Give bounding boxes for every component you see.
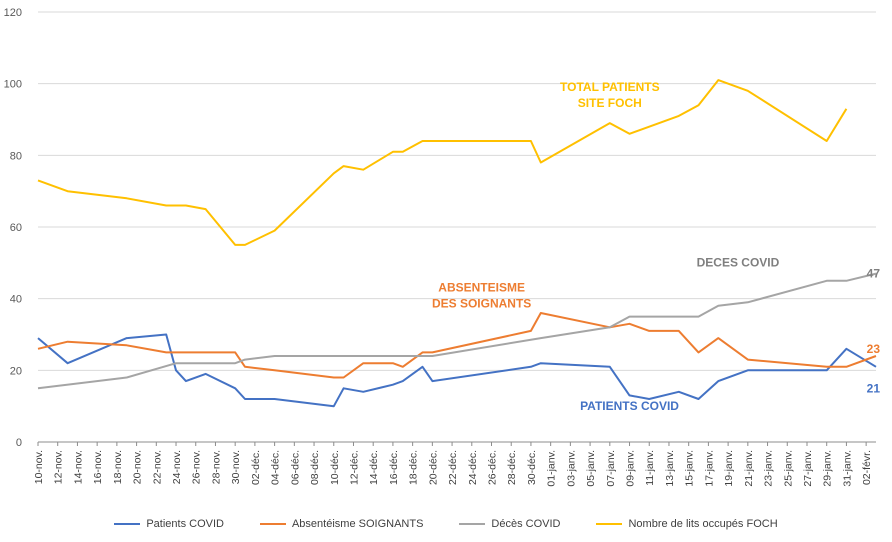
x-tick-label: 24-déc. <box>467 450 479 485</box>
legend-label: Absentéisme SOIGNANTS <box>291 518 424 530</box>
x-tick-label: 17-janv. <box>703 450 715 487</box>
x-tick-label: 14-nov. <box>72 450 84 484</box>
x-tick-label: 18-nov. <box>112 450 124 484</box>
x-tick-label: 25-janv. <box>782 450 794 487</box>
series-line-nombre-de-lits-occup-s-foch <box>37 79 848 246</box>
x-tick-label: 27-janv. <box>802 450 814 487</box>
series-line-absent-isme-soignants <box>37 312 877 379</box>
legend-item-patients-covid: Patients COVID <box>114 514 224 534</box>
x-tick-label: 03-janv. <box>565 450 577 487</box>
x-tick-label: 13-janv. <box>664 450 676 487</box>
x-tick-label: 07-janv. <box>605 450 617 487</box>
x-tick-label: 06-déc. <box>289 450 301 485</box>
x-tick-label: 22-nov. <box>151 450 163 484</box>
annotation-label: PATIENTS COVID <box>580 399 679 413</box>
legend-swatch <box>259 523 286 525</box>
x-tick-label: 20-déc. <box>427 450 439 485</box>
x-tick-label: 30-déc. <box>526 450 538 485</box>
legend: Patients COVID Absentéisme SOIGNANTS Déc… <box>0 514 892 534</box>
x-tick-label: 26-nov. <box>191 450 203 484</box>
y-tick-label: 100 <box>4 79 22 91</box>
x-tick-label: 10-nov. <box>33 450 45 484</box>
x-tick-label: 19-janv. <box>723 450 735 487</box>
series-line-patients-covid <box>37 333 877 408</box>
annotation-label: SITE FOCH <box>578 96 642 110</box>
y-tick-label: 120 <box>4 7 22 19</box>
x-tick-label: 16-nov. <box>92 450 104 484</box>
series-lines <box>37 79 877 408</box>
x-tick-label: 08-déc. <box>309 450 321 485</box>
end-value-label: 21 <box>867 381 881 395</box>
x-tick-label: 05-janv. <box>585 450 597 487</box>
y-tick-label: 80 <box>10 150 22 162</box>
annotation-label: DECES COVID <box>697 255 780 269</box>
x-tick-label: 02-févr. <box>861 450 873 485</box>
x-tick-label: 14-déc. <box>368 450 380 485</box>
y-tick-label: 60 <box>10 222 22 234</box>
legend-item-absenteisme: Absentéisme SOIGNANTS <box>259 514 424 534</box>
x-tick-label: 10-déc. <box>329 450 341 485</box>
x-tick-label: 20-nov. <box>132 450 144 484</box>
legend-item-deces-covid: Décès COVID <box>459 514 560 534</box>
legend-label: Patients COVID <box>146 518 224 530</box>
x-tick-label: 23-janv. <box>763 450 775 487</box>
end-value-label: 47 <box>867 267 881 281</box>
x-tick-label: 30-nov. <box>230 450 242 484</box>
x-tick-label: 09-janv. <box>625 450 637 487</box>
annotation-label: DES SOIGNANTS <box>432 297 531 311</box>
x-tick-label: 18-déc. <box>408 450 420 485</box>
annotation-label: ABSENTEISME <box>438 281 525 295</box>
legend-swatch <box>596 523 623 525</box>
x-tick-label: 24-nov. <box>171 450 183 484</box>
x-tick-label: 22-déc. <box>447 450 459 485</box>
x-tick-label: 21-janv. <box>743 450 755 487</box>
x-tick-label: 31-janv. <box>841 450 853 487</box>
series-line-d-c-s-covid <box>37 272 877 390</box>
y-axis-tick-labels: 0 20 40 60 80 100 120 <box>4 7 22 449</box>
x-tick-label: 28-nov. <box>210 450 222 484</box>
x-tick-label: 16-déc. <box>388 450 400 485</box>
x-tick-label: 26-déc. <box>487 450 499 485</box>
x-tick-label: 12-nov. <box>53 450 65 484</box>
legend-label: Nombre de lits occupés FOCH <box>628 518 778 530</box>
end-value-label: 23 <box>867 342 881 356</box>
x-tick-label: 28-déc. <box>506 450 518 485</box>
y-tick-label: 20 <box>10 365 22 377</box>
legend-swatch <box>459 523 486 525</box>
x-tick-label: 01-janv. <box>546 450 558 487</box>
x-tick-label: 29-janv. <box>822 450 834 487</box>
legend-item-lits-foch: Nombre de lits occupés FOCH <box>596 514 778 534</box>
legend-swatch <box>114 523 141 525</box>
gridlines <box>37 11 876 446</box>
x-tick-label: 04-déc. <box>270 450 282 485</box>
x-tick-label: 11-janv. <box>644 450 656 486</box>
legend-label: Décès COVID <box>491 518 561 530</box>
y-tick-label: 0 <box>16 437 22 449</box>
x-tick-label: 15-janv. <box>684 450 696 487</box>
annotation-label: TOTAL PATIENTS <box>560 80 660 94</box>
annotations: TOTAL PATIENTS SITE FOCH ABSENTEISME DES SO… <box>432 80 880 413</box>
x-tick-label: 12-déc. <box>348 450 360 485</box>
y-tick-label: 40 <box>10 294 22 306</box>
x-axis-tick-labels: 10-nov. 12-nov. 14-nov. 16-nov. 18-nov. 20-no… <box>33 450 873 487</box>
x-tick-label: 02-déc. <box>250 450 262 485</box>
